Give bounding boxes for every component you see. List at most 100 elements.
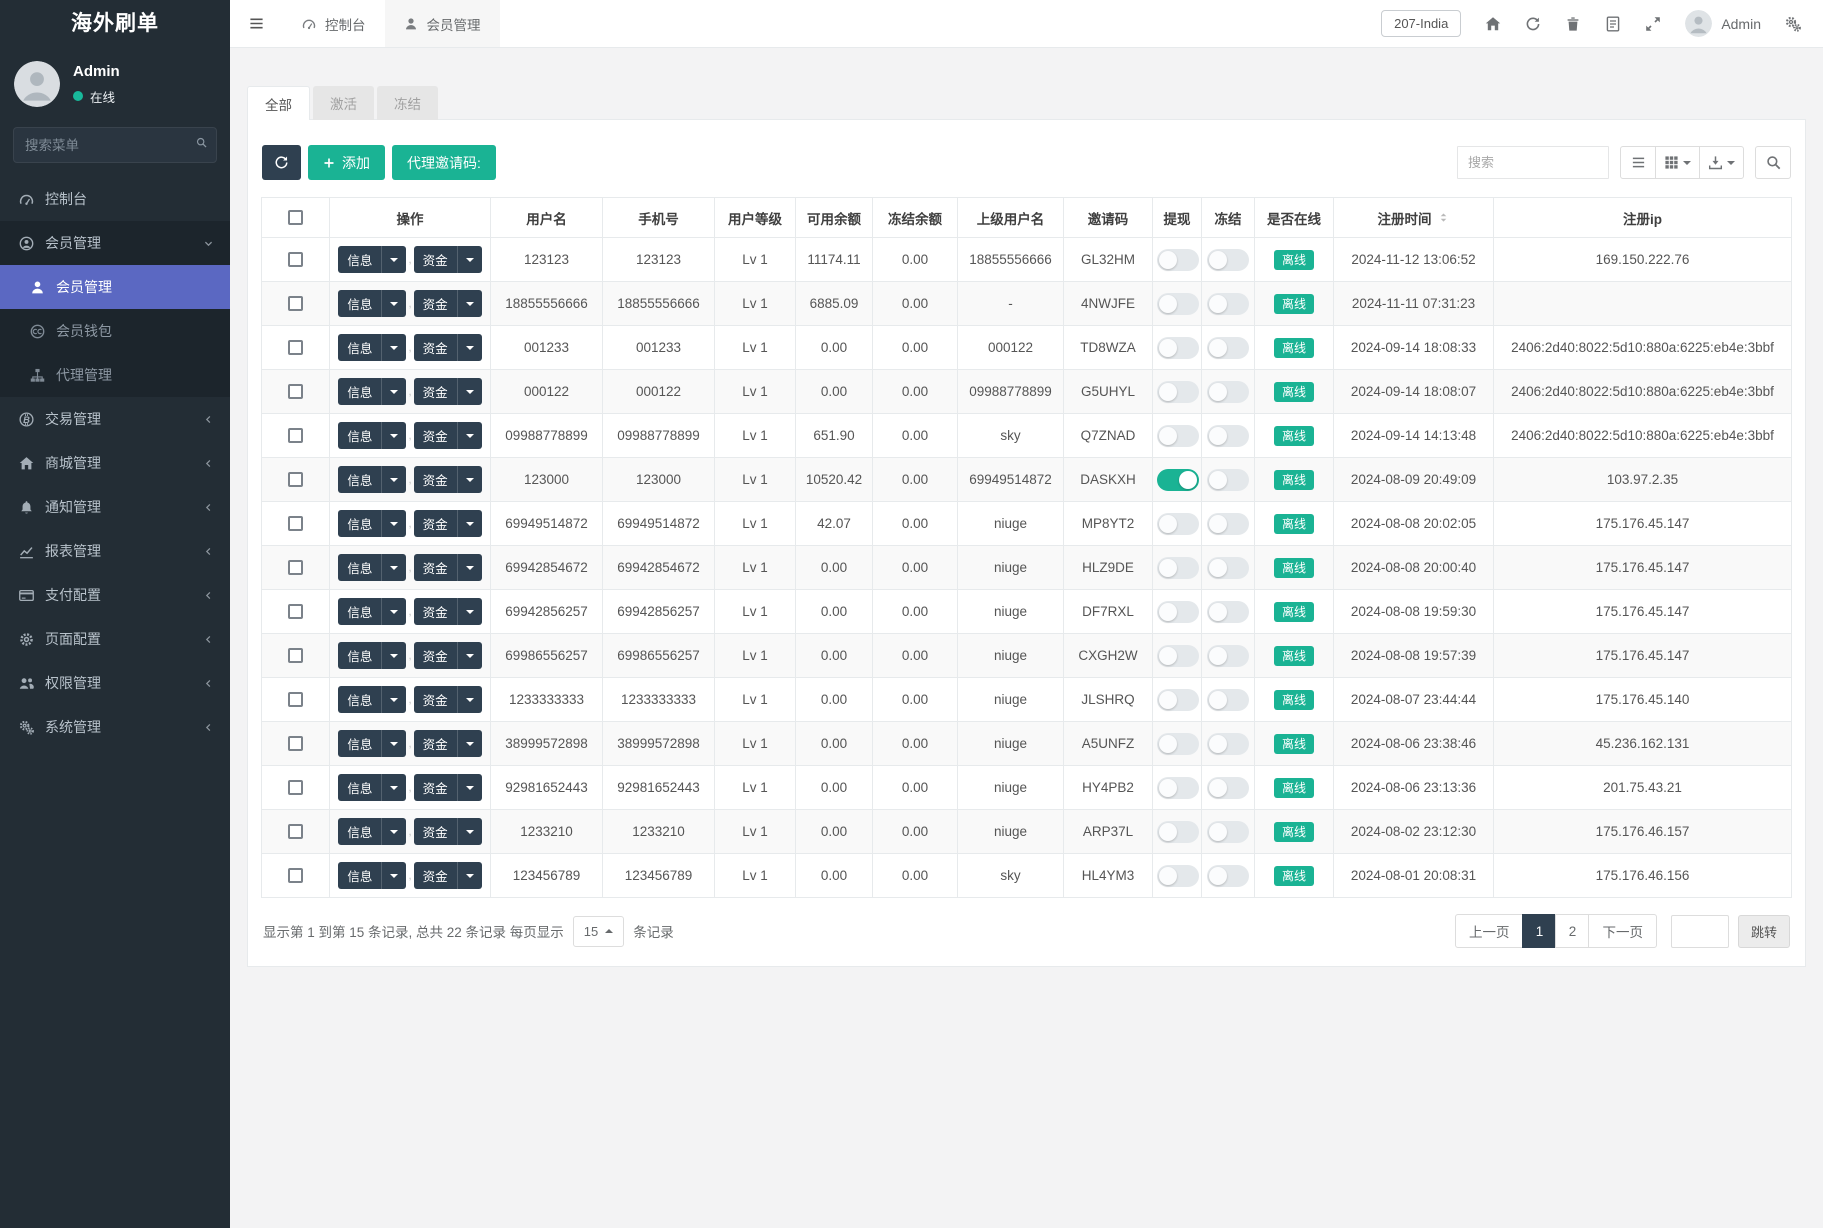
row-funds-button[interactable]: 资金 (413, 422, 482, 449)
freeze-toggle[interactable] (1207, 644, 1249, 667)
cogs-icon[interactable] (1785, 16, 1801, 32)
freeze-toggle[interactable] (1207, 776, 1249, 799)
freeze-toggle[interactable] (1207, 380, 1249, 403)
row-info-button[interactable]: 信息 (338, 246, 407, 273)
row-checkbox[interactable] (288, 824, 303, 840)
sidebar-item-page-config[interactable]: 页面配置 (0, 617, 230, 661)
withdraw-toggle[interactable] (1157, 424, 1199, 447)
row-funds-button[interactable]: 资金 (413, 554, 482, 581)
row-checkbox[interactable] (288, 692, 303, 708)
withdraw-toggle[interactable] (1157, 820, 1199, 843)
export-button[interactable] (1699, 146, 1744, 179)
home-icon[interactable] (1485, 16, 1501, 32)
row-checkbox[interactable] (288, 428, 303, 444)
row-funds-button[interactable]: 资金 (413, 686, 482, 713)
row-funds-button[interactable]: 资金 (413, 862, 482, 889)
agent-invite-code-button[interactable]: 代理邀请码: (392, 145, 496, 180)
sidebar-item-permissions[interactable]: 权限管理 (0, 661, 230, 705)
row-checkbox[interactable] (288, 384, 303, 400)
row-info-button[interactable]: 信息 (338, 730, 407, 757)
row-funds-button[interactable]: 资金 (413, 246, 482, 273)
page-button-2[interactable]: 2 (1555, 914, 1590, 948)
withdraw-toggle[interactable] (1157, 732, 1199, 755)
header-register-time[interactable]: 注册时间 (1333, 197, 1494, 238)
freeze-toggle[interactable] (1207, 732, 1249, 755)
sidebar-toggle-button[interactable] (230, 0, 283, 47)
row-checkbox[interactable] (288, 780, 303, 796)
navbar-tab-dashboard[interactable]: 控制台 (283, 0, 385, 47)
sidebar-item-member-management[interactable]: 会员管理 (0, 265, 230, 309)
sidebar-item-mall[interactable]: 商城管理 (0, 441, 230, 485)
withdraw-toggle[interactable] (1157, 380, 1199, 403)
row-funds-button[interactable]: 资金 (413, 334, 482, 361)
row-info-button[interactable]: 信息 (338, 554, 407, 581)
freeze-toggle[interactable] (1207, 248, 1249, 271)
sidebar-group-members-toggle[interactable]: 会员管理 (0, 221, 230, 265)
row-checkbox[interactable] (288, 736, 303, 752)
withdraw-toggle[interactable] (1157, 600, 1199, 623)
refresh-button[interactable] (262, 145, 301, 180)
toggle-search-button[interactable] (1755, 146, 1791, 179)
add-button[interactable]: 添加 (308, 145, 385, 180)
withdraw-toggle[interactable] (1157, 248, 1199, 271)
refresh-icon[interactable] (1525, 16, 1541, 32)
row-checkbox[interactable] (288, 648, 303, 664)
withdraw-toggle[interactable] (1157, 556, 1199, 579)
withdraw-toggle[interactable] (1157, 336, 1199, 359)
document-icon[interactable] (1605, 16, 1621, 32)
freeze-toggle[interactable] (1207, 424, 1249, 447)
freeze-toggle[interactable] (1207, 688, 1249, 711)
freeze-toggle[interactable] (1207, 292, 1249, 315)
freeze-toggle[interactable] (1207, 556, 1249, 579)
row-funds-button[interactable]: 资金 (413, 774, 482, 801)
row-info-button[interactable]: 信息 (338, 334, 407, 361)
navbar-user-menu[interactable]: Admin (1685, 10, 1761, 37)
freeze-toggle[interactable] (1207, 336, 1249, 359)
columns-button[interactable] (1655, 146, 1700, 179)
row-funds-button[interactable]: 资金 (413, 290, 482, 317)
fullscreen-icon[interactable] (1645, 16, 1661, 32)
tab-frozen[interactable]: 冻结 (377, 86, 438, 120)
row-checkbox[interactable] (288, 340, 303, 356)
row-info-button[interactable]: 信息 (338, 290, 407, 317)
select-all-checkbox[interactable] (288, 210, 303, 226)
row-info-button[interactable]: 信息 (338, 422, 407, 449)
freeze-toggle[interactable] (1207, 864, 1249, 887)
freeze-toggle[interactable] (1207, 512, 1249, 535)
navbar-tab-members[interactable]: 会员管理 (384, 0, 500, 47)
row-checkbox[interactable] (288, 560, 303, 576)
withdraw-toggle[interactable] (1157, 864, 1199, 887)
sidebar-item-agent-management[interactable]: 代理管理 (0, 353, 230, 397)
row-checkbox[interactable] (288, 472, 303, 488)
row-info-button[interactable]: 信息 (338, 862, 407, 889)
withdraw-toggle[interactable] (1157, 292, 1199, 315)
withdraw-toggle[interactable] (1157, 688, 1199, 711)
row-checkbox[interactable] (288, 604, 303, 620)
trash-icon[interactable] (1565, 16, 1581, 32)
row-info-button[interactable]: 信息 (338, 510, 407, 537)
row-info-button[interactable]: 信息 (338, 818, 407, 845)
detail-view-button[interactable] (1620, 146, 1656, 179)
sidebar-item-transactions[interactable]: B 交易管理 (0, 397, 230, 441)
sidebar-item-dashboard[interactable]: 控制台 (0, 177, 230, 221)
table-search-input[interactable] (1457, 146, 1609, 179)
row-info-button[interactable]: 信息 (338, 642, 407, 669)
sidebar-item-reports[interactable]: 报表管理 (0, 529, 230, 573)
jump-button[interactable]: 跳转 (1737, 914, 1790, 948)
sidebar-item-payment-config[interactable]: 支付配置 (0, 573, 230, 617)
row-funds-button[interactable]: 资金 (413, 466, 482, 493)
row-funds-button[interactable]: 资金 (413, 378, 482, 405)
page-size-dropdown[interactable]: 15 (572, 915, 625, 947)
row-info-button[interactable]: 信息 (338, 466, 407, 493)
jump-page-input[interactable] (1670, 914, 1729, 948)
row-funds-button[interactable]: 资金 (413, 730, 482, 757)
withdraw-toggle[interactable] (1157, 776, 1199, 799)
menu-search-input[interactable] (13, 127, 217, 163)
sidebar-item-system[interactable]: 系统管理 (0, 705, 230, 749)
tab-activated[interactable]: 激活 (313, 86, 374, 120)
next-page-button[interactable]: 下一页 (1588, 914, 1657, 948)
row-info-button[interactable]: 信息 (338, 378, 407, 405)
sidebar-item-notifications[interactable]: 通知管理 (0, 485, 230, 529)
page-button-1[interactable]: 1 (1522, 914, 1557, 948)
sidebar-item-member-wallet[interactable]: 会员钱包 (0, 309, 230, 353)
